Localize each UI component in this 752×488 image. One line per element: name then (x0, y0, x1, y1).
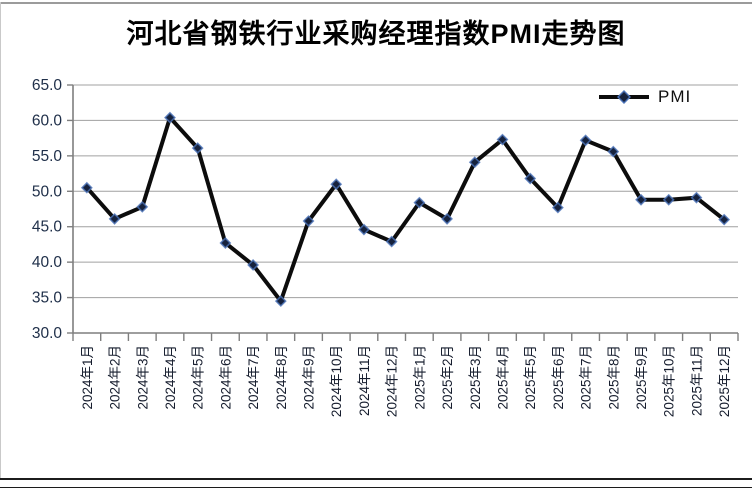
data-point-marker (524, 172, 537, 185)
legend-series-label: PMI (658, 87, 692, 106)
data-point-marker (607, 145, 620, 158)
data-point-marker (413, 196, 426, 209)
x-tick-label: 2025年10月 (662, 345, 677, 417)
data-point-marker (385, 235, 398, 248)
x-tick-label: 2025年5月 (523, 345, 538, 410)
x-tick-label: 2025年6月 (551, 345, 566, 410)
data-point-marker (441, 212, 453, 225)
data-point-marker (718, 213, 731, 226)
x-tick-label: 2024年5月 (191, 345, 206, 410)
x-tick-label: 2024年8月 (274, 345, 289, 410)
x-tick-label: 2024年3月 (135, 345, 150, 410)
bottom-double-rule (0, 478, 752, 488)
data-point-marker (274, 295, 287, 308)
x-tick-label: 2025年12月 (717, 345, 732, 417)
x-tick-label: 2024年2月 (108, 345, 123, 410)
y-tick-label: 65.0 (32, 77, 63, 94)
x-tick-label: 2025年7月 (579, 345, 594, 410)
x-tick-label: 2024年11月 (357, 345, 372, 416)
x-tick-label: 2024年7月 (246, 345, 261, 410)
x-tick-label: 2024年1月 (80, 345, 95, 410)
chart-title: 河北省钢铁行业采购经理指数PMI走势图 (126, 19, 626, 49)
data-point-marker (690, 191, 703, 204)
x-tick-label: 2025年2月 (440, 345, 455, 410)
data-point-marker (662, 193, 675, 206)
data-point-marker (496, 133, 509, 146)
data-point-marker (468, 156, 481, 169)
x-tick-label: 2024年9月 (302, 345, 317, 410)
y-tick-label: 45.0 (32, 219, 63, 236)
x-tick-label: 2024年4月 (163, 345, 178, 410)
left-border-line (0, 2, 1, 480)
data-point-marker (302, 215, 315, 227)
x-tick-label: 2024年6月 (218, 345, 233, 410)
y-tick-label: 40.0 (32, 254, 63, 271)
x-tick-label: 2025年1月 (412, 345, 427, 410)
legend: PMI (598, 87, 691, 107)
data-point-marker (551, 201, 564, 214)
pmi-series-line (84, 113, 727, 306)
x-tick-label: 2025年4月 (495, 345, 510, 410)
data-point-marker (108, 212, 121, 225)
data-point-marker (579, 134, 592, 147)
data-point-marker (136, 200, 149, 213)
x-tick-label: 2025年9月 (634, 345, 649, 410)
data-point-marker (247, 259, 260, 271)
top-border-line (0, 2, 752, 4)
y-tick-label: 30.0 (32, 325, 63, 342)
x-tick-label: 2025年11月 (689, 345, 704, 416)
data-point-marker (358, 223, 370, 236)
y-tick-label: 55.0 (32, 148, 63, 165)
data-point-marker (164, 111, 176, 124)
legend-line-marker-icon (599, 90, 649, 104)
y-tick-label: 60.0 (32, 112, 63, 129)
y-tick-label: 35.0 (32, 290, 63, 307)
data-point-marker (635, 193, 647, 206)
data-point-marker (219, 237, 232, 249)
data-point-marker (191, 142, 204, 154)
x-tick-label: 2025年8月 (606, 345, 621, 410)
data-point-marker (80, 181, 93, 194)
x-tick-label: 2024年10月 (329, 345, 344, 417)
x-tick-label: 2025年3月 (468, 345, 483, 410)
x-tick-label: 2024年12月 (385, 345, 400, 417)
y-tick-label: 50.0 (32, 183, 63, 200)
data-point-marker (330, 178, 343, 191)
